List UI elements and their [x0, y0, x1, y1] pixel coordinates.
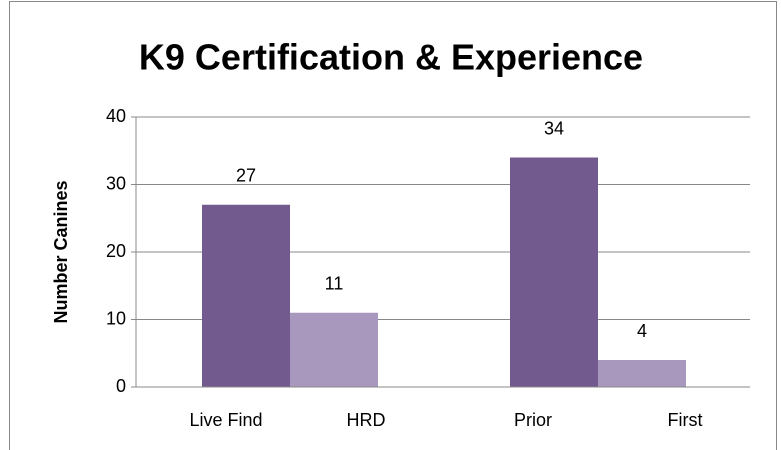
- data-label: 4: [637, 321, 647, 341]
- x-tick-label: HRD: [347, 410, 386, 430]
- bar: [598, 360, 686, 387]
- bar: [510, 157, 598, 387]
- data-label: 34: [544, 118, 564, 138]
- y-axis-label: Number Canines: [51, 180, 71, 323]
- chart-title: K9 Certification & Experience: [139, 37, 643, 78]
- y-tick-label: 0: [116, 376, 126, 396]
- y-tick-label: 10: [106, 308, 126, 328]
- bar: [290, 312, 378, 387]
- data-label: 11: [325, 274, 344, 294]
- x-tick-label: Live Find: [189, 410, 262, 430]
- y-tick-label: 40: [106, 106, 126, 126]
- y-tick-label: 20: [106, 241, 126, 261]
- y-tick-label: 30: [106, 173, 126, 193]
- bar: [202, 204, 290, 387]
- x-tick-label: First: [668, 410, 703, 430]
- data-label: 27: [236, 166, 256, 186]
- x-tick-label: Prior: [514, 410, 552, 430]
